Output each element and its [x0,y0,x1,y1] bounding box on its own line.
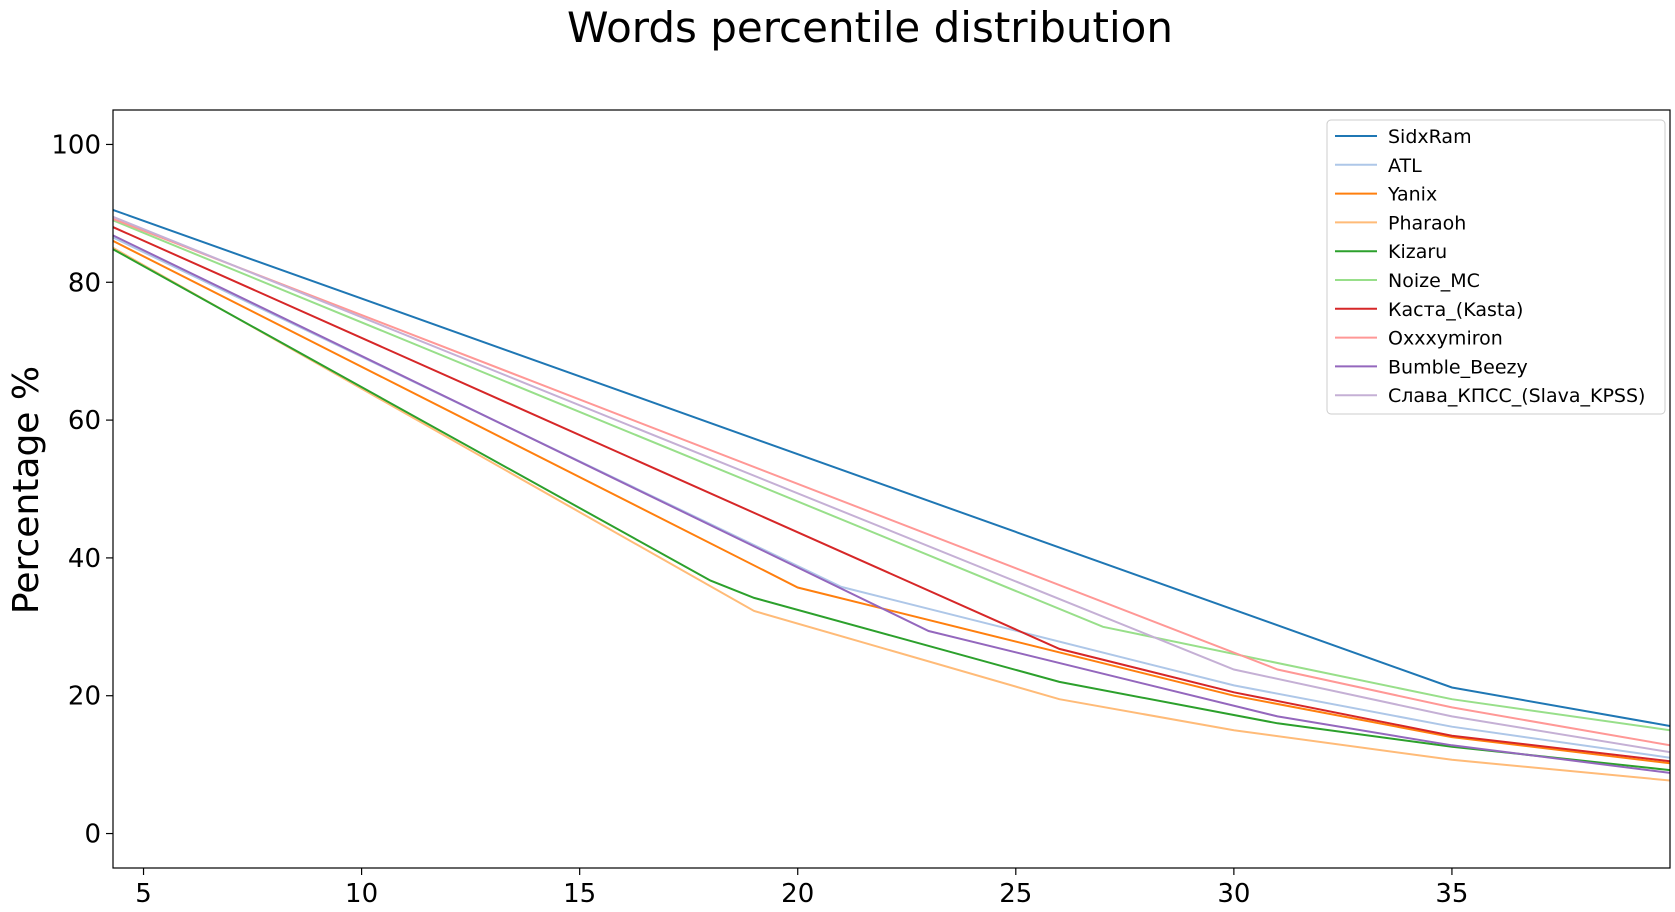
y-tick-label: 20 [68,682,101,712]
legend-label-7: Oxxxymiron [1388,328,1503,350]
x-ticks: 5 10 15 20 25 30 35 [135,868,1468,909]
x-tick-label: 35 [1435,879,1468,909]
legend-box [1326,119,1666,415]
x-tick-label: 30 [1217,879,1250,909]
series-line-9 [113,215,1670,754]
y-tick-label: 60 [68,406,101,436]
legend: SidxRam ATL Yanix Pharaoh Kizaru Noize_MC Каст… [1326,119,1666,415]
y-ticks: 0 20 40 60 80 100 [51,130,113,850]
plot-lines [113,208,1670,782]
series-line-3 [113,246,1670,782]
series-line-2 [113,240,1670,765]
y-tick-label: 80 [68,268,101,298]
y-tick-label: 0 [84,820,101,850]
x-tick-label: 10 [345,879,378,909]
plot-frame [112,109,1671,869]
legend-label-5: Noize_MC [1388,270,1480,292]
y-axis-label: Percentage % [6,366,47,614]
legend-label-4: Kizaru [1388,241,1447,263]
x-tick-label: 5 [135,879,152,909]
y-tick-label: 100 [51,130,101,160]
x-tick-label: 25 [999,879,1032,909]
legend-label-9: Слава_КПСС_(Slava_KPSS) [1388,385,1645,407]
legend-label-8: Bumble_Beezy [1388,356,1528,378]
legend-label-2: Yanix [1387,184,1437,206]
chart-title: Words percentile distribution [567,3,1173,52]
legend-label-0: SidxRam [1388,126,1472,148]
y-tick-label: 40 [68,544,101,574]
series-line-0 [113,208,1670,727]
x-tick-label: 15 [563,879,596,909]
legend-label-1: ATL [1388,155,1422,177]
series-line-5 [113,219,1670,732]
series-line-7 [113,217,1670,747]
legend-label-3: Pharaoh [1388,212,1466,234]
series-line-8 [113,234,1670,774]
series-line-4 [113,248,1670,772]
legend-label-6: Каста_(Kasta) [1388,299,1523,321]
series-line-6 [113,226,1670,763]
x-tick-label: 20 [781,879,814,909]
